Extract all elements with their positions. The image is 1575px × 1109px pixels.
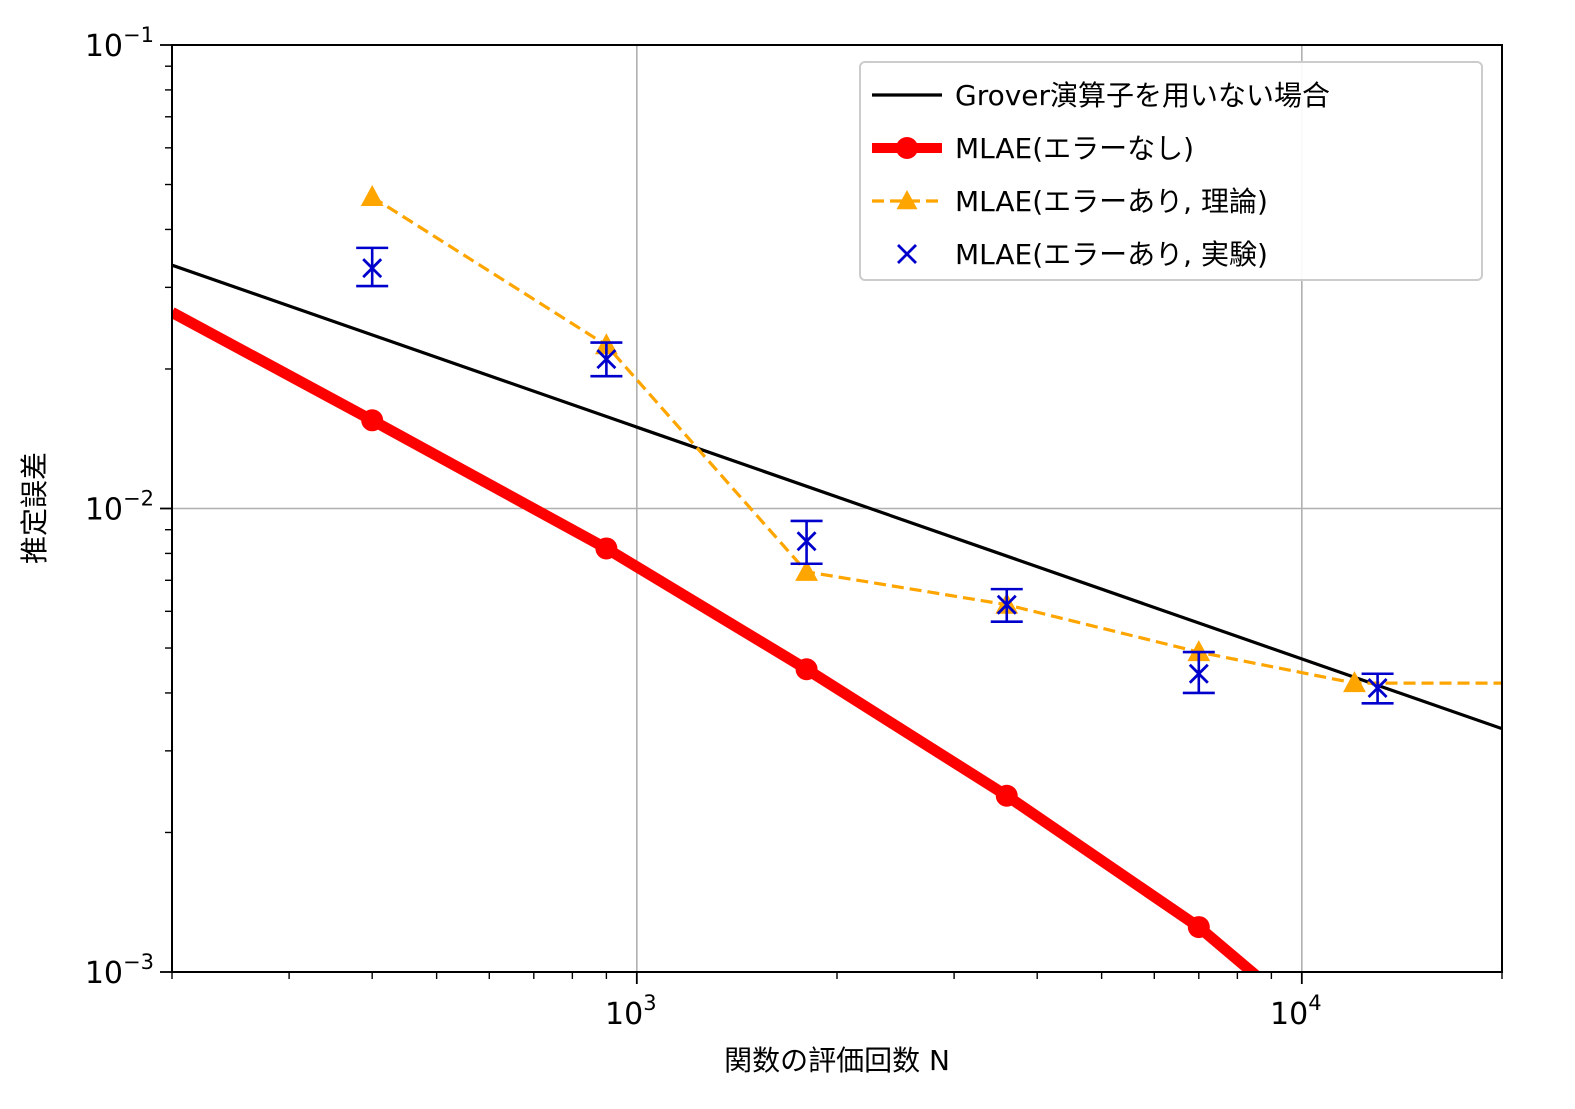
series-1 — [172, 307, 1365, 1070]
x-tick-label: 103 — [605, 991, 657, 1032]
data-point — [1187, 916, 1210, 939]
series-0 — [172, 263, 1502, 731]
y-tick-label: 10−1 — [85, 23, 154, 64]
y-tick-label: 10−3 — [85, 950, 154, 991]
data-point — [795, 658, 818, 681]
data-point — [995, 784, 1018, 807]
legend-marker — [897, 244, 917, 264]
legend-entry: Grover演算子を用いない場合 — [872, 79, 1330, 112]
series-layer — [172, 184, 1502, 1070]
legend-entry: MLAE(エラーなし) — [872, 132, 1194, 165]
legend: Grover演算子を用いない場合 MLAE(エラーなし) MLAE(エラーあり, 理… — [859, 61, 1483, 281]
data-point — [361, 409, 384, 432]
y-tick-label: 10−2 — [85, 487, 154, 528]
data-point — [596, 349, 617, 370]
legend-label: MLAE(エラーあり, 理論) — [955, 185, 1268, 218]
data-point — [795, 559, 818, 581]
y-axis-label: 推定誤差 — [18, 452, 51, 564]
data-point — [362, 258, 383, 279]
data-point — [360, 184, 384, 206]
legend-box — [859, 61, 1483, 281]
legend-entry: MLAE(エラーあり, 実験) — [897, 238, 1268, 271]
legend-label: MLAE(エラーあり, 実験) — [955, 238, 1268, 271]
data-point — [1188, 663, 1209, 684]
x-axis-label: 関数の評価回数 N — [724, 1044, 950, 1077]
legend-label: Grover演算子を用いない場合 — [955, 79, 1330, 112]
series-3 — [356, 246, 1394, 705]
series-line — [172, 263, 1502, 731]
legend-marker — [896, 190, 918, 210]
x-tick-label: 104 — [1270, 991, 1322, 1032]
legend-label: MLAE(エラーなし) — [955, 132, 1194, 165]
data-point — [996, 594, 1017, 615]
data-point — [1367, 677, 1388, 698]
data-point — [796, 531, 817, 552]
data-point — [595, 537, 618, 560]
data-point — [1343, 1048, 1365, 1070]
axes: 103 104 10−3 10−2 10−1 — [85, 23, 1503, 1032]
legend-marker — [896, 137, 918, 159]
data-point — [1343, 671, 1366, 693]
series-line — [172, 307, 1261, 972]
data-point — [1187, 640, 1211, 662]
legend-entry: MLAE(エラーあり, 理論) — [872, 185, 1268, 218]
